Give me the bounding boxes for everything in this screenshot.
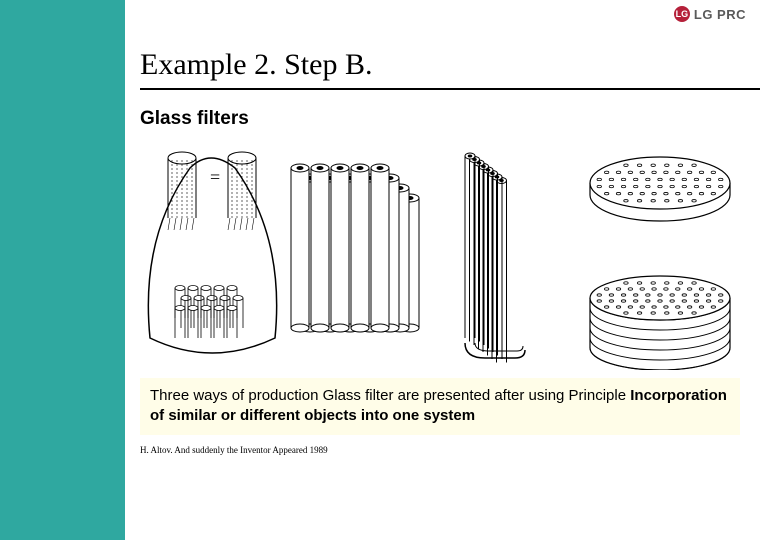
caption-prefix: Three ways of production Glass filter ar… (150, 387, 630, 404)
slide-title: Example 2. Step B. (140, 48, 760, 90)
logo-text: LG PRC (694, 7, 746, 22)
glass-filter-diagram: = (140, 138, 740, 370)
brand-logo: LG LG PRC (674, 6, 746, 22)
citation: H. Altov. And suddenly the Inventor Appe… (140, 445, 760, 455)
logo-circle-icon: LG (674, 6, 690, 22)
caption-box: Three ways of production Glass filter ar… (140, 378, 740, 435)
svg-text:=: = (210, 167, 220, 187)
left-accent-bar (0, 0, 125, 540)
slide-content: LG LG PRC Example 2. Step B. Glass filte… (140, 0, 760, 540)
slide-subtitle: Glass filters (140, 108, 760, 130)
